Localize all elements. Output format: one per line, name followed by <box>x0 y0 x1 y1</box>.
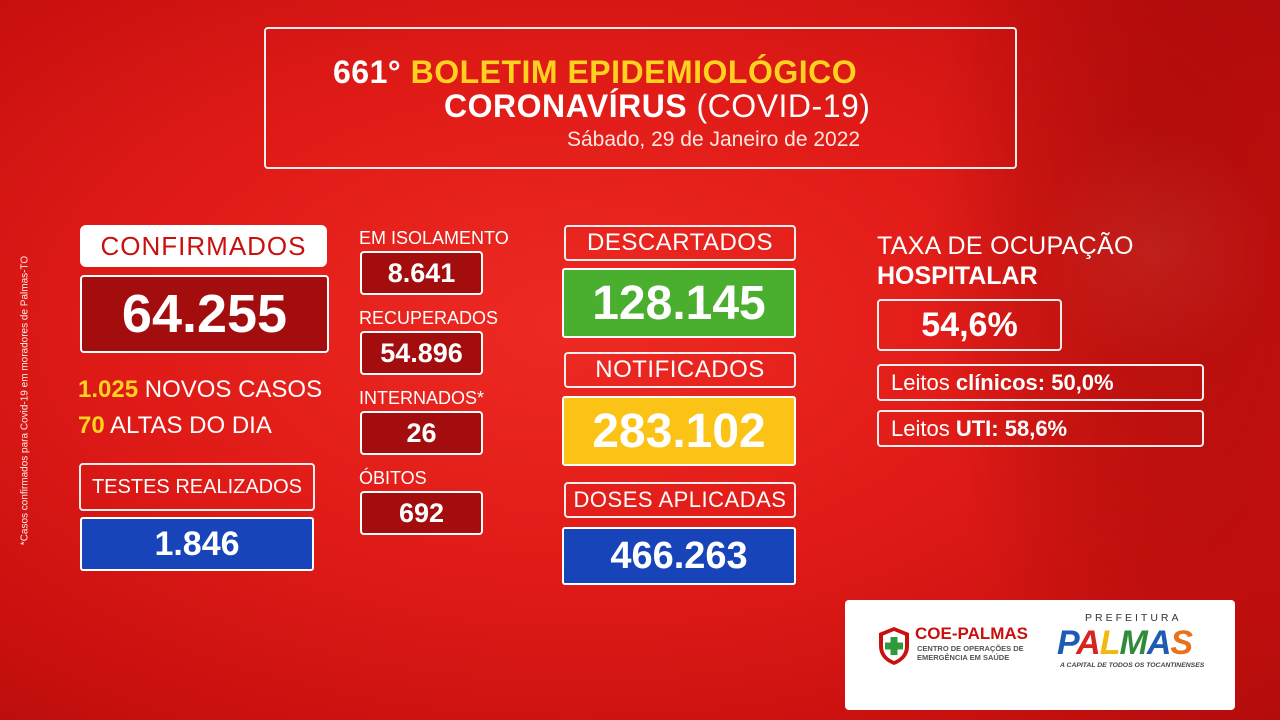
palmas-letter: S <box>1170 624 1193 662</box>
internados-value: 26 <box>360 411 483 455</box>
notificados-value: 283.102 <box>562 396 796 466</box>
isolamento-value: 8.641 <box>360 251 483 295</box>
bulletin-title: 661° BOLETIM EPIDEMIOLÓGICO <box>333 54 857 91</box>
palmas-letter: A <box>1076 624 1101 662</box>
doses-value: 466.263 <box>562 527 796 585</box>
obitos-label: ÓBITOS <box>359 468 427 488</box>
coe-logo-sub2: EMERGÊNCIA EM SAÚDE <box>917 653 1010 662</box>
logos-card: COE-PALMAS CENTRO DE OPERAÇÕES DE EMERGÊ… <box>845 600 1235 710</box>
descartados-value: 128.145 <box>562 268 796 338</box>
palmas-tagline: A CAPITAL DE TODOS OS TOCANTINENSES <box>1060 662 1205 669</box>
palmas-letter: M <box>1119 624 1148 662</box>
altas-line: 70 ALTAS DO DIA <box>78 412 272 440</box>
subtitle-coronavirus: CORONAVÍRUS <box>444 88 688 124</box>
palmas-letter: P <box>1057 624 1077 662</box>
altas-value: 70 <box>78 412 105 439</box>
leitos-uti-prefix: Leitos <box>891 415 950 441</box>
testes-value: 1.846 <box>80 517 314 571</box>
doses-label: DOSES APLICADAS <box>564 482 796 518</box>
leitos-clinicos-prefix: Leitos <box>891 369 950 395</box>
header-frame <box>264 27 1017 169</box>
leitos-clinicos-type: clínicos: <box>955 369 1046 395</box>
ocupacao-label-line1: TAXA DE OCUPAÇÃO <box>877 232 1134 260</box>
bulletin-number: 661° <box>333 54 402 90</box>
recuperados-label: RECUPERADOS <box>359 308 499 328</box>
leitos-uti: Leitos UTI: 58,6% <box>877 410 1204 447</box>
notificados-label: NOTIFICADOS <box>564 352 796 388</box>
palmas-letter: A <box>1146 624 1172 662</box>
obitos-value: 692 <box>360 491 483 535</box>
internados-label: INTERNADOS* <box>359 388 485 408</box>
confirmados-label: CONFIRMADOS <box>80 225 327 267</box>
altas-label: ALTAS DO DIA <box>110 412 272 439</box>
novos-casos-value: 1.025 <box>78 376 139 403</box>
recuperados-value: 54.896 <box>360 331 483 375</box>
confirmados-value: 64.255 <box>80 275 329 353</box>
prefeitura-text: PREFEITURA <box>1085 612 1182 624</box>
palmas-logo: PALMAS <box>1057 624 1193 663</box>
bulletin-date: Sábado, 29 de Janeiro de 2022 <box>567 128 861 151</box>
novos-casos-label: NOVOS CASOS <box>144 376 323 403</box>
ocupacao-label-line2: HOSPITALAR <box>877 262 1038 290</box>
coe-logo-sub1: CENTRO DE OPERAÇÕES DE <box>917 644 1024 653</box>
testes-label: TESTES REALIZADOS <box>79 463 315 511</box>
novos-casos-line: 1.025 NOVOS CASOS <box>78 376 322 404</box>
bulletin-title-text: BOLETIM EPIDEMIOLÓGICO <box>410 54 858 90</box>
footnote-vertical: *Casos confirmados para Covid-19 em mora… <box>19 255 31 546</box>
palmas-letter: L <box>1099 624 1121 662</box>
leitos-uti-type: UTI: <box>955 415 999 441</box>
isolamento-label: EM ISOLAMENTO <box>359 228 509 248</box>
leitos-clinicos-value: 50,0% <box>1051 369 1114 395</box>
ocupacao-value: 54,6% <box>877 299 1062 351</box>
bulletin-subtitle: CORONAVÍRUS (COVID-19) <box>444 88 870 125</box>
leitos-clinicos: Leitos clínicos: 50,0% <box>877 364 1204 401</box>
coe-shield-icon <box>879 627 909 665</box>
subtitle-covid: (COVID-19) <box>696 88 871 124</box>
coe-logo-name: COE-PALMAS <box>915 624 1029 643</box>
leitos-uti-value: 58,6% <box>1004 415 1068 441</box>
descartados-label: DESCARTADOS <box>564 225 796 261</box>
